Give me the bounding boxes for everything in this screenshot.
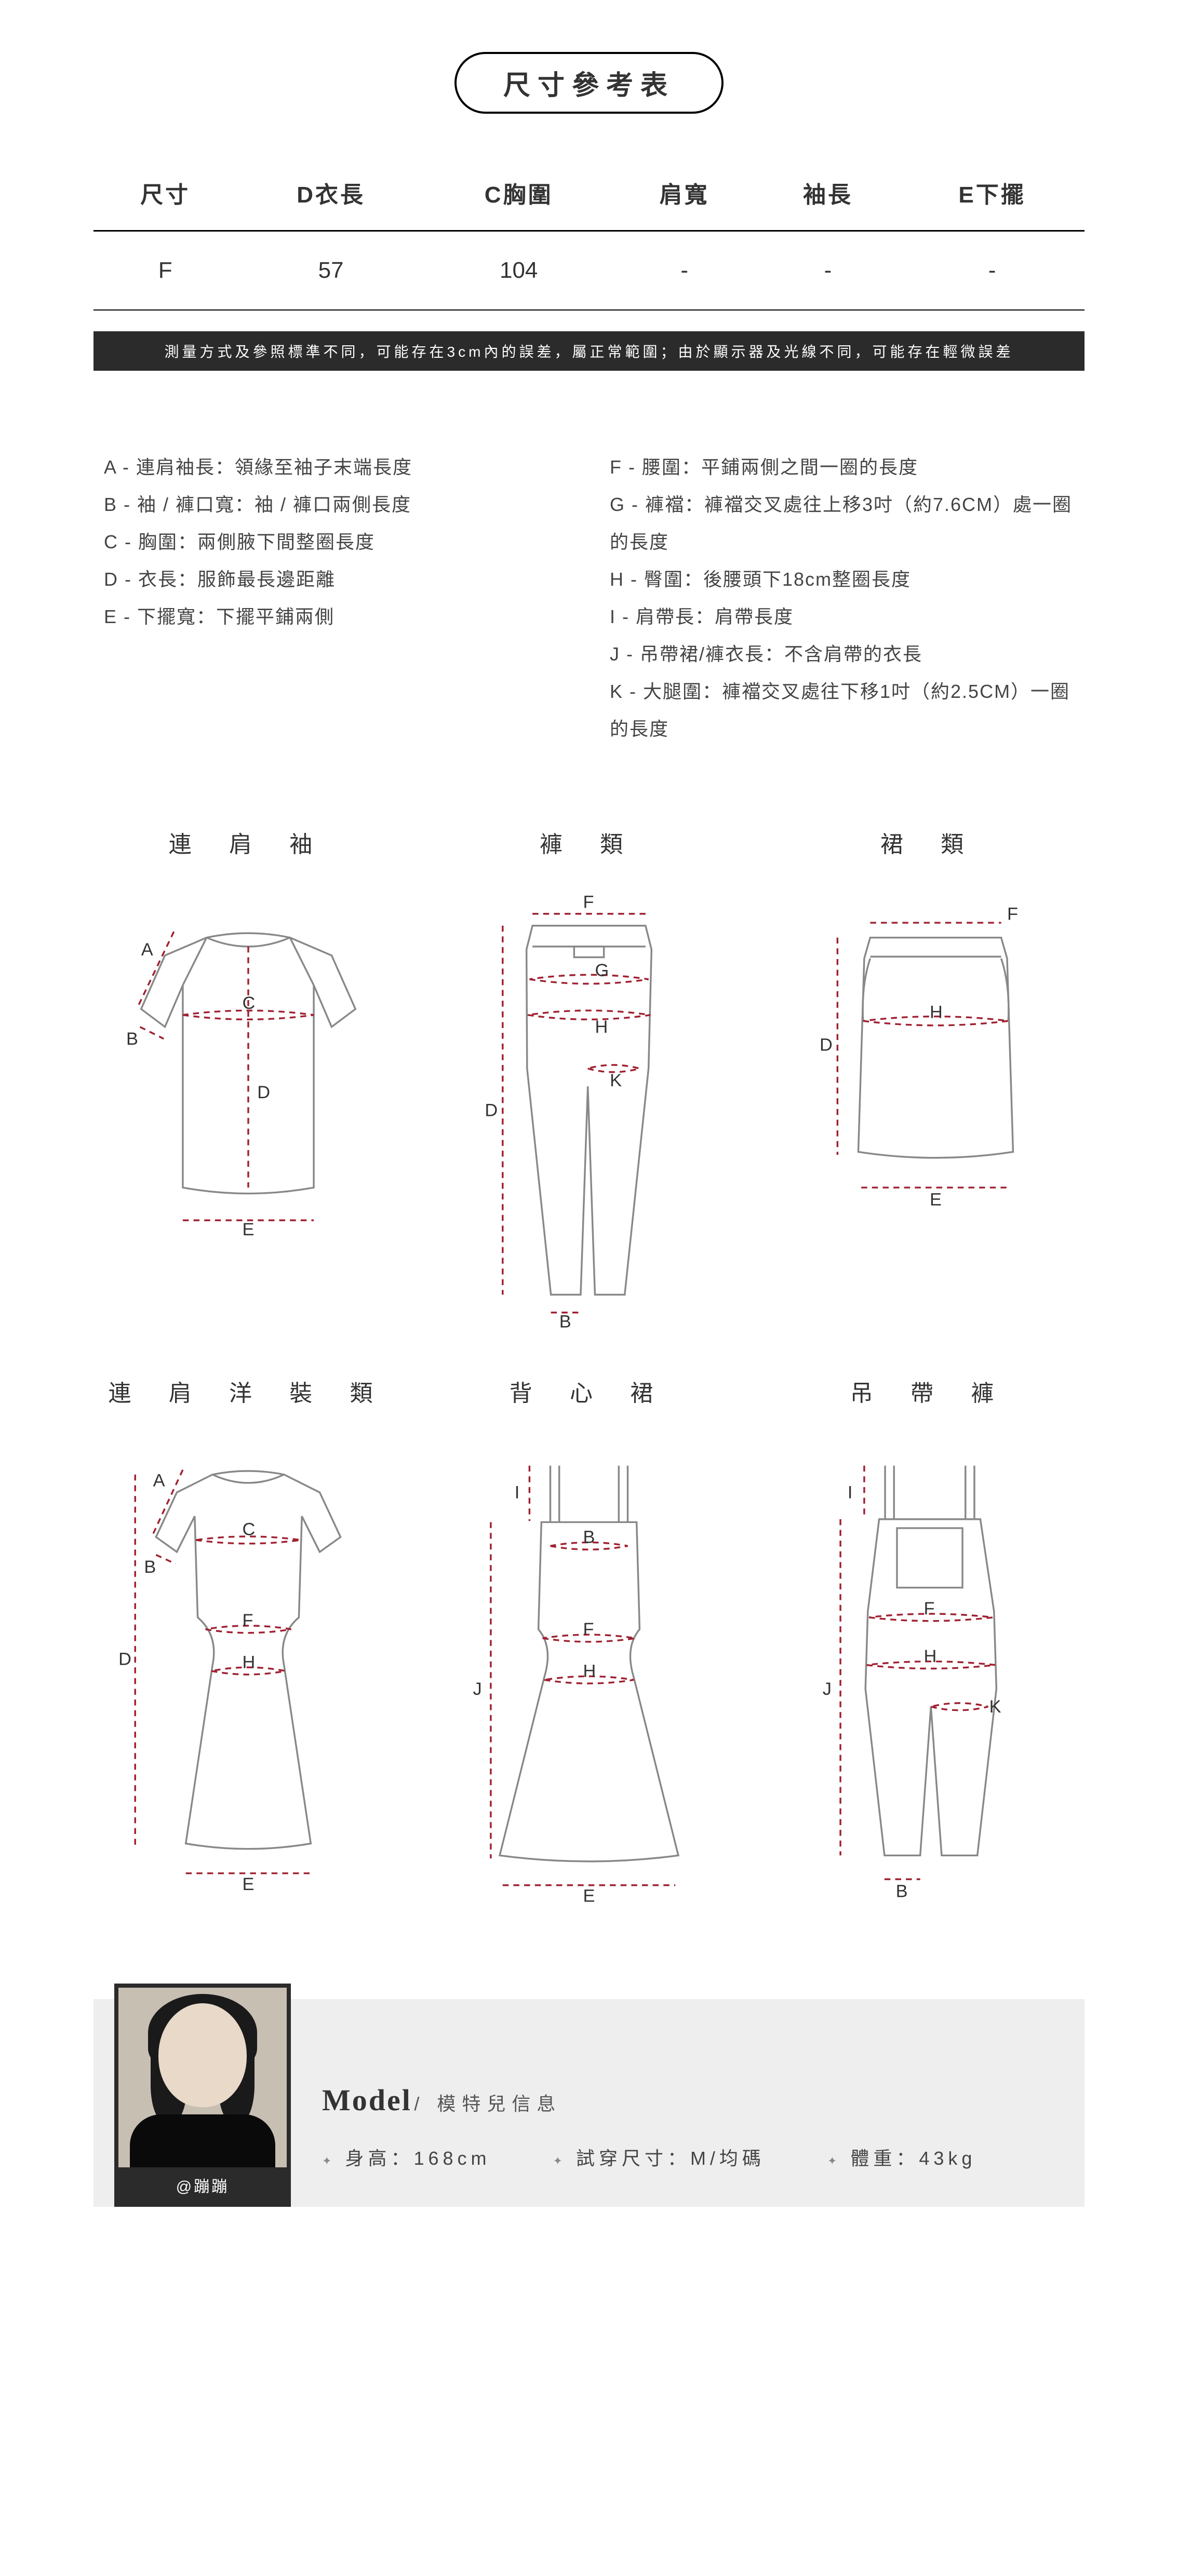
model-name: @蹦蹦 xyxy=(118,2167,287,2203)
svg-text:B: B xyxy=(126,1029,138,1049)
legend-left: A - 連肩袖長：領緣至袖子末端長度 B - 袖 / 褲口寬：袖 / 褲口兩側長… xyxy=(104,449,568,748)
svg-text:C: C xyxy=(243,993,256,1013)
legend-item: A - 連肩袖長：領緣至袖子末端長度 xyxy=(104,449,568,486)
col-chest: C胸圍 xyxy=(425,155,613,231)
svg-text:D: D xyxy=(820,1035,833,1055)
size-table: 尺寸 D衣長 C胸圍 肩寬 袖長 E下擺 F 57 104 - - - xyxy=(93,155,1085,311)
svg-text:F: F xyxy=(924,1599,935,1619)
model-stat-weight: 體重：43kg xyxy=(827,2143,976,2170)
svg-text:E: E xyxy=(243,1220,255,1239)
svg-text:D: D xyxy=(257,1083,270,1102)
diagram-title: 褲 類 xyxy=(434,826,744,859)
diagram-raglan-dress: 連 肩 洋 裝 類 A B C xyxy=(93,1374,403,1906)
svg-text:J: J xyxy=(473,1679,482,1699)
cell: - xyxy=(756,231,900,311)
diagram-overalls: 吊 帶 褲 I F xyxy=(775,1374,1085,1906)
svg-text:F: F xyxy=(583,1620,594,1639)
svg-text:E: E xyxy=(930,1190,942,1209)
svg-text:F: F xyxy=(583,892,594,912)
legend-item: H - 臀圍：後腰頭下18cm整圈長度 xyxy=(610,561,1074,598)
model-stat-height: 身高：168cm xyxy=(322,2143,491,2170)
svg-text:H: H xyxy=(924,1647,937,1666)
svg-text:B: B xyxy=(559,1312,571,1330)
legend-item: D - 衣長：服飾最長邊距離 xyxy=(104,561,568,598)
svg-text:H: H xyxy=(595,1017,608,1037)
svg-text:A: A xyxy=(141,940,153,960)
svg-text:G: G xyxy=(595,961,609,980)
svg-text:D: D xyxy=(485,1101,498,1121)
svg-text:E: E xyxy=(243,1874,255,1891)
legend-item: E - 下擺寬：下擺平鋪兩側 xyxy=(104,598,568,636)
model-heading-sub: / 模特兒信息 xyxy=(414,2093,561,2114)
model-heading: Model xyxy=(322,2083,412,2117)
measurement-note: 測量方式及參照標準不同，可能存在3cm內的誤差，屬正常範圍；由於顯示器及光線不同… xyxy=(93,331,1085,371)
cell: F xyxy=(93,231,237,311)
svg-text:B: B xyxy=(144,1557,156,1577)
diagram-raglan-top: 連 肩 袖 A B C D xyxy=(93,826,403,1333)
legend-item: F - 腰圍：平鋪兩側之間一圈的長度 xyxy=(610,449,1074,486)
col-shoulder: 肩寬 xyxy=(612,155,756,231)
svg-text:I: I xyxy=(515,1483,520,1503)
cell: - xyxy=(612,231,756,311)
svg-text:A: A xyxy=(153,1471,165,1491)
cell: - xyxy=(900,231,1085,311)
svg-text:I: I xyxy=(848,1483,853,1503)
legend-item: I - 肩帶長：肩帶長度 xyxy=(610,598,1074,636)
svg-text:K: K xyxy=(989,1697,1001,1717)
svg-text:H: H xyxy=(930,1002,943,1022)
svg-text:F: F xyxy=(1007,904,1018,924)
legend-item: B - 袖 / 褲口寬：袖 / 褲口兩側長度 xyxy=(104,486,568,523)
diagram-title: 吊 帶 褲 xyxy=(775,1374,1085,1408)
svg-text:E: E xyxy=(583,1886,595,1903)
svg-text:D: D xyxy=(118,1650,131,1669)
model-photo: @蹦蹦 xyxy=(114,1984,291,2207)
model-info-section: @蹦蹦 Model / 模特兒信息 身高：168cm 試穿尺寸：M/均碼 體重：… xyxy=(93,1999,1085,2207)
svg-text:C: C xyxy=(243,1520,256,1540)
svg-text:H: H xyxy=(583,1662,596,1681)
diagram-title: 連 肩 洋 裝 類 xyxy=(93,1374,403,1408)
legend-item: G - 褲襠：褲襠交叉處往上移3吋（約7.6CM）處一圈的長度 xyxy=(610,486,1074,561)
cell: 104 xyxy=(425,231,613,311)
diagram-grid: 連 肩 袖 A B C D xyxy=(93,826,1085,1906)
diagram-title: 裙 類 xyxy=(775,826,1085,859)
svg-text:B: B xyxy=(896,1882,908,1901)
diagram-title: 背 心 裙 xyxy=(434,1374,744,1408)
diagram-pants: 褲 類 F G H xyxy=(434,826,744,1333)
svg-text:J: J xyxy=(823,1679,832,1699)
legend: A - 連肩袖長：領緣至袖子末端長度 B - 袖 / 褲口寬：袖 / 褲口兩側長… xyxy=(93,449,1085,748)
diagram-title: 連 肩 袖 xyxy=(93,826,403,859)
model-details: Model / 模特兒信息 身高：168cm 試穿尺寸：M/均碼 體重：43kg xyxy=(291,2046,1085,2207)
diagram-skirt: 裙 類 F H D E xyxy=(775,826,1085,1333)
legend-item: J - 吊帶裙/褲衣長：不含肩帶的衣長 xyxy=(610,636,1074,673)
legend-right: F - 腰圍：平鋪兩側之間一圈的長度 G - 褲襠：褲襠交叉處往上移3吋（約7.… xyxy=(610,449,1074,748)
title-container: 尺寸參考表 xyxy=(93,52,1085,114)
svg-text:H: H xyxy=(243,1652,256,1672)
legend-item: K - 大腿圍：褲襠交叉處往下移1吋（約2.5CM）一圈的長度 xyxy=(610,673,1074,748)
svg-text:B: B xyxy=(583,1528,595,1547)
page-title: 尺寸參考表 xyxy=(454,52,724,114)
model-stat-size: 試穿尺寸：M/均碼 xyxy=(553,2143,765,2170)
legend-item: C - 胸圍：兩側腋下間整圈長度 xyxy=(104,523,568,561)
col-hem: E下擺 xyxy=(900,155,1085,231)
svg-text:K: K xyxy=(610,1071,622,1090)
col-size: 尺寸 xyxy=(93,155,237,231)
diagram-cami-dress: 背 心 裙 I B F xyxy=(434,1374,744,1906)
col-sleeve: 袖長 xyxy=(756,155,900,231)
cell: 57 xyxy=(237,231,425,311)
col-length: D衣長 xyxy=(237,155,425,231)
svg-text:F: F xyxy=(243,1611,253,1630)
